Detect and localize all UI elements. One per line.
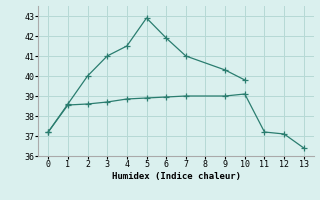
X-axis label: Humidex (Indice chaleur): Humidex (Indice chaleur) [111, 172, 241, 181]
